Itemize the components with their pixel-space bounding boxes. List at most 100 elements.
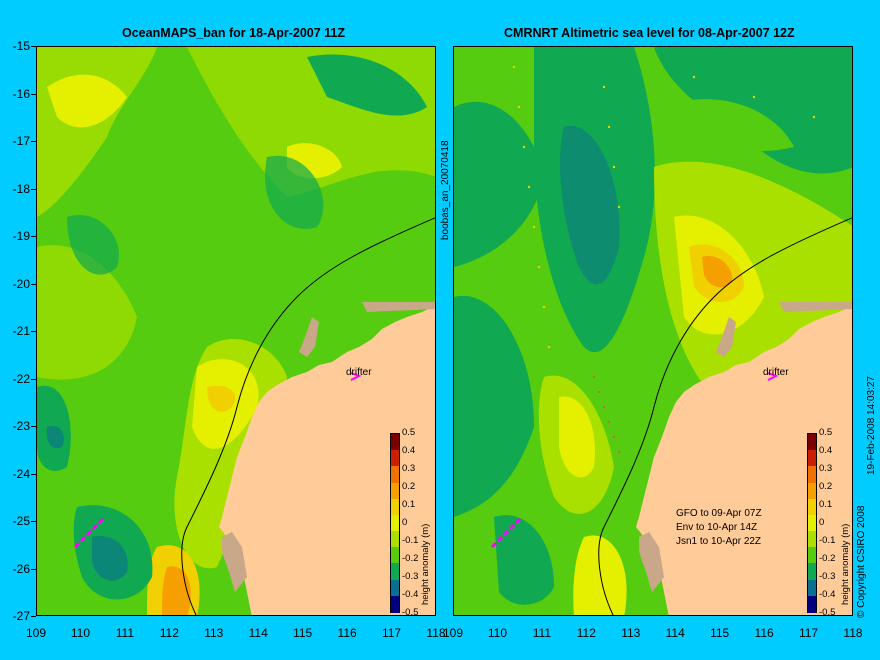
lat-tick-mark (31, 188, 36, 190)
colorbar-tick-label: -0.4 (819, 589, 836, 600)
lon-tick-label: 118 (426, 626, 446, 640)
lon-tick-label: 116 (754, 626, 774, 640)
colorbar-tick-label: 0.2 (402, 481, 416, 492)
lat-tick-label: -24 (12, 466, 30, 481)
colorbar-segment (391, 514, 399, 532)
colorbar-segment (391, 547, 399, 565)
timestamp-label: 19-Feb-2008 14:03:27 (866, 376, 877, 475)
colorbar-tick-label: -0.3 (819, 571, 836, 582)
left-map-canvas (37, 47, 435, 615)
right-legend-line-2: Env to 10-Apr 14Z (676, 522, 758, 533)
colorbar-segment (808, 514, 816, 532)
colorbar-segment (808, 466, 816, 484)
lat-tick-mark (31, 616, 36, 617)
lon-tick-label: 111 (115, 626, 134, 640)
lon-tick-label: 118 (843, 626, 863, 640)
lat-tick-label: -20 (12, 276, 30, 291)
colorbar-segment (808, 434, 816, 452)
left-map-panel (36, 46, 436, 616)
colorbar-segment (391, 498, 399, 516)
right-drifter-label: drifter (763, 367, 789, 378)
lon-tick-label: 113 (621, 626, 641, 640)
colorbar-segment (391, 563, 399, 581)
lat-tick-mark (31, 236, 36, 237)
colorbar-tick-label: 0.3 (402, 463, 416, 474)
colorbar-tick-label: 0 (819, 517, 825, 528)
lon-tick-label: 109 (442, 626, 464, 640)
colorbar-segment (808, 482, 816, 500)
colorbar-segment (391, 595, 399, 613)
colorbar-segment (808, 579, 816, 597)
lon-tick-label: 111 (532, 626, 551, 640)
lon-tick-label: 115 (293, 626, 313, 640)
colorbar-segment (391, 579, 399, 597)
lon-tick-label: 109 (25, 626, 47, 640)
lon-tick-label: 114 (665, 626, 685, 640)
colorbar-segment (808, 531, 816, 549)
colorbar-tick-label: 0.4 (402, 445, 416, 456)
colorbar-segment (391, 434, 399, 452)
colorbar-tick-label: 0.1 (819, 499, 833, 510)
colorbar-tick-label: 0.4 (819, 445, 833, 456)
colorbar-tick-label: -0.2 (819, 553, 836, 564)
lat-tick-label: -17 (12, 134, 30, 148)
right-legend-line-3: Jsn1 to 10-Apr 22Z (676, 536, 762, 547)
colorbar-segment (391, 482, 399, 500)
lat-tick-mark (31, 331, 36, 332)
colorbar-tick-label: 0.1 (402, 499, 416, 510)
lat-tick-label: -19 (12, 229, 30, 243)
copyright-label: © Copyright CSIRO 2008 (856, 505, 867, 618)
lon-tick-label: 112 (576, 626, 596, 640)
colorbar-tick-label: -0.3 (402, 571, 419, 582)
lat-tick-mark (31, 521, 36, 522)
colorbar-segment (808, 498, 816, 516)
colorbar-tick-label: 0.5 (819, 427, 833, 438)
lon-tick-label: 110 (487, 626, 507, 640)
lon-tick-label: 114 (248, 626, 268, 640)
middle-file-label: boobas_an_20070418 (440, 140, 451, 240)
lon-tick-label: 110 (70, 626, 90, 640)
colorbar-tick-label: 0.2 (819, 481, 833, 492)
right-map-title: CMRNRT Altimetric sea level for 08-Apr-2… (504, 26, 795, 40)
colorbar-tick-label: 0.5 (402, 427, 416, 438)
right-legend-line-1: GFO to 09-Apr 07Z (676, 508, 762, 519)
left-colorbar (390, 433, 400, 613)
lat-tick-mark (31, 426, 36, 427)
right-colorbar (807, 433, 817, 613)
colorbar-segment (808, 595, 816, 613)
colorbar-tick-label: -0.5 (819, 607, 836, 618)
colorbar-segment (391, 531, 399, 549)
lon-tick-label: 116 (337, 626, 357, 640)
lat-tick-mark (31, 93, 36, 95)
lat-tick-mark (31, 46, 36, 47)
right-colorbar-label: height anomaly (m) (840, 523, 851, 605)
lat-tick-label: -27 (12, 609, 30, 623)
lat-tick-mark (31, 283, 36, 285)
left-map-title: OceanMAPS_ban for 18-Apr-2007 11Z (122, 26, 345, 40)
colorbar-segment (391, 450, 399, 468)
lon-tick-label: 112 (159, 626, 179, 640)
lat-tick-label: -22 (12, 371, 30, 386)
lon-tick-label: 117 (798, 626, 819, 640)
lat-tick-label: -18 (12, 181, 30, 196)
left-drifter-label: drifter (346, 367, 372, 378)
colorbar-tick-label: -0.1 (819, 535, 836, 546)
colorbar-tick-label: -0.2 (402, 553, 419, 564)
colorbar-tick-label: -0.4 (402, 589, 419, 600)
lat-tick-label: -21 (12, 324, 30, 338)
lat-tick-mark (31, 378, 36, 380)
colorbar-segment (808, 563, 816, 581)
lon-tick-label: 117 (381, 626, 402, 640)
lat-tick-label: -16 (12, 86, 30, 101)
colorbar-tick-label: 0.3 (819, 463, 833, 474)
left-colorbar-label: height anomaly (m) (420, 523, 431, 605)
colorbar-segment (808, 450, 816, 468)
colorbar-tick-label: 0 (402, 517, 408, 528)
colorbar-tick-label: -0.5 (402, 607, 419, 618)
lat-tick-mark (31, 141, 36, 142)
lon-tick-label: 115 (710, 626, 730, 640)
lat-tick-label: -23 (12, 419, 30, 433)
lat-tick-label: -26 (12, 561, 30, 576)
colorbar-segment (391, 466, 399, 484)
colorbar-tick-label: -0.1 (402, 535, 419, 546)
